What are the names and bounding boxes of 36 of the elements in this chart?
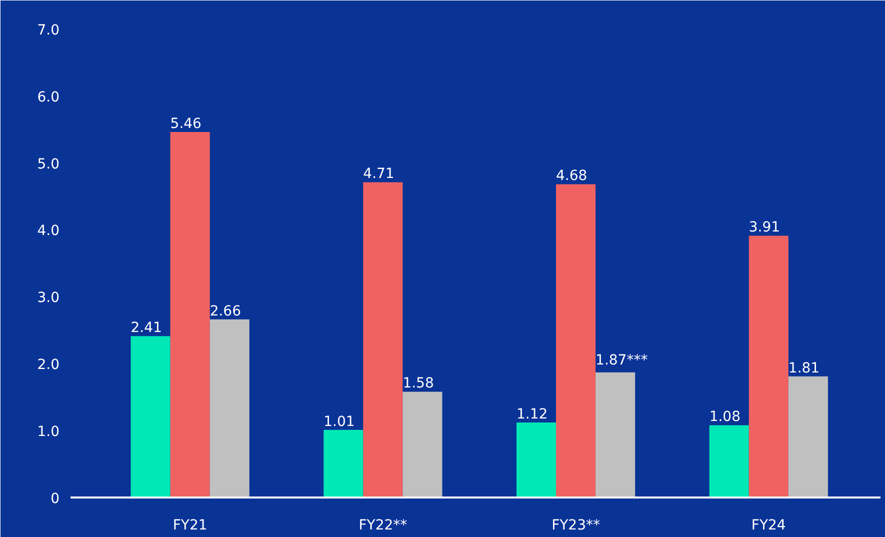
bar [210,319,250,498]
data-label: 1.81 [788,360,820,376]
data-label: 1.58 [402,376,434,392]
x-tick-label: FY22** [358,518,408,534]
bar [596,372,636,498]
x-tick-label: FY23** [552,518,600,534]
bar [748,236,788,498]
y-tick-label: 5.0 [37,156,60,172]
bar [402,392,442,498]
data-label: 1.12 [516,406,548,423]
bar [709,425,749,498]
data-label: 3.91 [748,220,780,236]
y-tick-label: 0 [50,491,60,507]
y-tick-label: 6.0 [37,89,60,106]
data-label: 2.41 [130,320,162,336]
data-label: 1.87*** [596,352,648,368]
y-tick-label: 2.0 [37,357,60,374]
data-label: 1.08 [709,409,741,426]
y-tick-label: 3.0 [37,290,60,306]
data-label: 4.68 [556,168,588,184]
data-label: 5.46 [170,116,202,132]
bar [130,336,170,498]
y-tick-label: 7.0 [37,22,60,38]
data-label: 2.66 [210,303,242,320]
y-tick-label: 4.0 [37,223,60,240]
bar [556,184,596,498]
bar [170,132,210,498]
y-tick-label: 1.0 [37,424,60,440]
bar [324,430,364,498]
data-label: 4.71 [363,166,394,182]
bar [516,422,556,498]
bar [788,376,828,498]
data-label: 1.01 [324,414,355,430]
bar [363,182,403,498]
x-tick-label: FY24 [751,518,786,534]
x-tick-label: FY21 [172,518,208,534]
